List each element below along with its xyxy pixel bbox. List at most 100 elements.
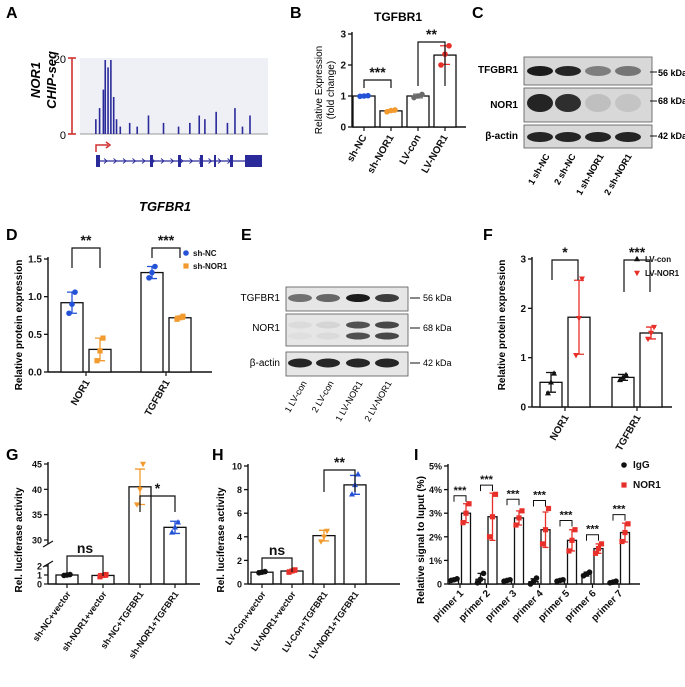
panel-h-y-tick-label: 4: [237, 532, 242, 542]
panel-b-category-label: sh-NOR1: [366, 133, 397, 176]
panel-h-bar: [312, 534, 336, 585]
panel-d-point: [177, 315, 183, 321]
panel-f-point: [617, 376, 623, 383]
panel-f-point: [551, 370, 557, 376]
panel-f-ylabel: Relative protein expression: [497, 260, 508, 391]
panel-g-y-tick-label: 0: [37, 580, 42, 590]
panel-i-sig-bracket: [480, 484, 493, 492]
panel-c-western-blot: TFGBR1 NOR1 β-actin 56 kDa 68 kDa 42 kDa…: [478, 56, 685, 197]
panel-g-sig-1-bracket: [66, 555, 104, 576]
blot-e-band: [346, 294, 370, 302]
panel-a-ytick-0: 0: [60, 130, 66, 142]
panel-i-y-tick-label: 2%: [429, 532, 442, 542]
panel-d-group-label: NOR1: [69, 378, 93, 408]
blot-e-band: [346, 321, 370, 329]
blot-e-band: [346, 358, 370, 368]
panel-g-y-tick-label: 1: [37, 571, 42, 581]
panel-i-point: [598, 541, 605, 547]
panel-g-point: [97, 574, 103, 580]
panel-a-gene-strand: [217, 158, 222, 164]
panel-b-ylabel-line1: Relative Expression: [314, 46, 325, 134]
panel-b-y-tick-label: 1: [340, 92, 346, 103]
panel-a-gene-strand: [113, 158, 118, 164]
panel-d-point: [66, 310, 72, 317]
blot-e-label-nor1: NOR1: [252, 323, 280, 334]
blot-e-band: [316, 332, 340, 340]
panel-g-ylabel: Rel. luciferase activity: [14, 487, 25, 592]
panel-i-point: [454, 576, 460, 582]
panel-b-bar: [406, 95, 430, 128]
panel-b-point: [392, 107, 398, 113]
panel-b-point: [419, 91, 425, 98]
panel-a-peak: [177, 126, 180, 134]
panel-g-sig-1-label: ns: [77, 540, 94, 556]
panel-a-peak: [215, 111, 217, 134]
panel-a-gene-utr: [245, 155, 262, 167]
panel-d-legend-marker: [183, 250, 189, 256]
panel-a-peak: [102, 89, 105, 134]
panel-i-point: [492, 491, 499, 497]
panel-h-y-tick-label: 0: [237, 580, 242, 590]
panel-i-point: [460, 520, 466, 526]
panel-i-y-tick-label: 0: [437, 580, 442, 590]
panel-letter-f: F: [483, 227, 493, 244]
panel-f-group-label: NOR1: [548, 413, 572, 443]
panel-b-y-tick-label: 0: [340, 123, 346, 134]
panel-f-y-tick-label: 2: [520, 304, 526, 315]
panel-b-point: [438, 62, 444, 68]
panel-i-sig-label: ***: [480, 474, 494, 486]
panel-i-legend-marker: [621, 462, 627, 468]
panel-i-point: [586, 569, 593, 575]
panel-i-sig-label: ***: [613, 504, 627, 516]
panel-d-legend-marker: [183, 263, 189, 269]
panel-a-gene-exon: [178, 155, 181, 167]
panel-i-sig-label: ***: [454, 485, 468, 497]
blot-e-membrane: [285, 313, 409, 347]
panel-i-legend-label: NOR1: [633, 480, 661, 491]
blot-e-band: [375, 294, 399, 302]
panel-a-peak: [98, 108, 101, 134]
panel-a-peak: [204, 119, 206, 134]
panel-g-axis-break-2: [42, 540, 54, 548]
panel-g-point: [137, 487, 143, 493]
panel-a-gene-label: TGFBR1: [139, 199, 191, 214]
panel-d-sig-2-label: ***: [158, 232, 175, 248]
panel-d-y-tick-label: 0.0: [28, 368, 42, 379]
panel-h-sig-1-label: ns: [269, 542, 286, 558]
panel-letter-h: H: [212, 447, 224, 464]
panel-d-point: [100, 335, 106, 341]
panel-a-peak: [115, 119, 118, 134]
panel-d-point: [94, 358, 100, 364]
panel-i-y-tick-label: 5%: [429, 462, 442, 472]
panel-d-point: [174, 316, 180, 322]
blot-e-kda-68: 68 kDa: [423, 323, 452, 333]
panel-h-point: [349, 491, 355, 497]
panel-d-group-label: TGFBR1: [143, 378, 173, 419]
panel-g-y-tick-label: 2: [37, 562, 42, 572]
panel-a-peak: [189, 122, 191, 134]
panel-b-y-tick-label: 2: [340, 61, 346, 72]
panel-i-sig-label: ***: [533, 489, 547, 501]
panel-i-point: [625, 521, 631, 527]
blot-c-lane-1: 1 sh-NC: [526, 152, 552, 187]
panel-i-point: [533, 575, 540, 581]
panel-g-y-tick-label: 40: [32, 485, 42, 495]
panel-a-peak: [112, 97, 115, 134]
panel-b-point: [365, 92, 371, 99]
panel-d-y-tick-label: 0.5: [28, 330, 42, 341]
panel-a-gene-exon: [96, 155, 100, 167]
blot-e-lane-2: 2 LV-con: [310, 379, 336, 414]
panel-a-ylabel-nor1: NOR1: [28, 62, 43, 98]
blot-e-label-actin: β-actin: [250, 358, 280, 369]
blot-e-band: [346, 332, 370, 340]
blot-e-band: [288, 358, 312, 368]
panel-g-bar: [163, 526, 187, 585]
panel-a-peak: [226, 122, 229, 134]
panel-d-legend-label: sh-NOR1: [193, 262, 228, 271]
panel-g-point: [169, 529, 175, 535]
blot-c-band: [615, 66, 641, 76]
panel-f-point: [576, 316, 582, 322]
panel-i-point: [545, 505, 552, 512]
panel-a-peak: [198, 115, 201, 134]
